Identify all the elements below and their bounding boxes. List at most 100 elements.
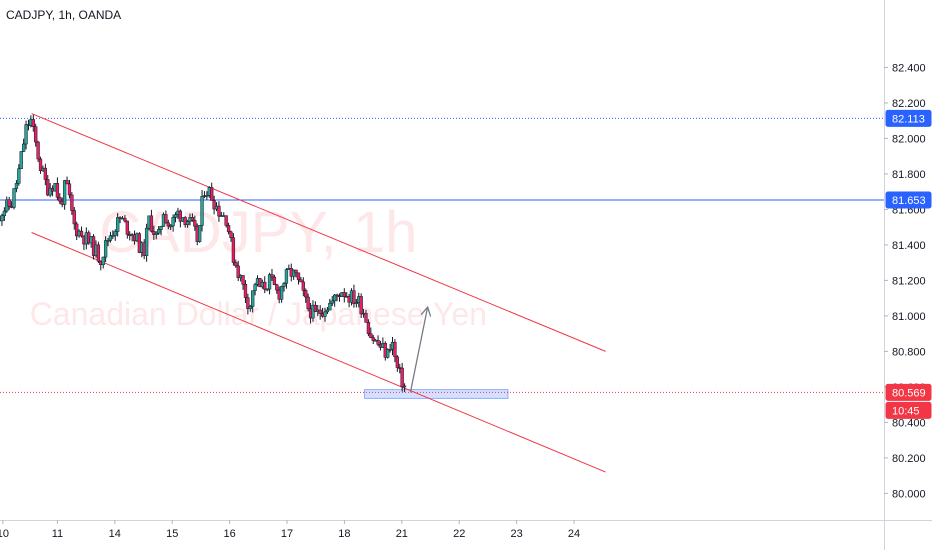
candle-148 (352, 290, 356, 304)
y-tick-label-1: 80.200 (892, 453, 926, 465)
candle-3 (2, 210, 7, 216)
candle-118 (279, 286, 284, 300)
candle-22 (48, 187, 52, 196)
candle-123 (292, 269, 296, 277)
candle-138 (328, 302, 332, 311)
candle-82 (193, 220, 197, 227)
candle-151 (359, 296, 363, 315)
candle-31 (70, 194, 74, 211)
candle-78 (183, 217, 187, 226)
candle-25 (55, 183, 60, 198)
candle-153 (364, 312, 368, 323)
candle-140 (333, 294, 337, 302)
level-label-0: 82.113 (892, 113, 925, 125)
candle-26 (58, 197, 62, 202)
candle-72 (169, 225, 173, 228)
candle-112 (265, 288, 269, 291)
candle-97 (229, 231, 233, 238)
x-tick-label-0: 10 (0, 528, 9, 540)
projection-arrow-head (420, 305, 432, 317)
candle-29 (65, 180, 69, 185)
candle-67 (157, 229, 161, 234)
x-tick-label-9: 23 (510, 528, 522, 540)
price-axis-panel (884, 0, 932, 550)
candle-106 (251, 290, 255, 307)
candle-10 (19, 151, 23, 169)
candle-66 (154, 232, 158, 235)
x-tick-label-2: 14 (109, 528, 121, 540)
countdown-label-box (885, 401, 932, 419)
candle-45 (103, 240, 108, 258)
candle-44 (101, 256, 105, 265)
candle-53 (123, 217, 127, 222)
y-tick-label-7: 81.400 (892, 240, 926, 252)
candle-104 (246, 297, 250, 309)
candle-18 (38, 158, 43, 171)
candle-71 (166, 222, 170, 227)
candle-102 (241, 275, 245, 285)
candle-20 (43, 167, 47, 180)
candle-144 (342, 292, 346, 297)
candle-124 (294, 269, 298, 274)
candle-100 (236, 265, 240, 279)
candle-114 (270, 274, 274, 278)
candle-115 (272, 276, 277, 285)
candle-168 (400, 367, 404, 388)
candle-134 (318, 309, 322, 314)
candle-2 (0, 215, 4, 222)
candle-139 (330, 300, 334, 304)
time-axis-panel (0, 520, 932, 550)
candle-107 (253, 284, 257, 291)
candle-169 (402, 385, 407, 388)
support-zone (364, 389, 509, 399)
candle-21 (46, 179, 50, 196)
candle-126 (299, 279, 303, 283)
watermark-subtitle: Canadian Dollar / Japanese Yen (30, 296, 487, 332)
candle-62 (144, 227, 149, 256)
x-tick-label-1: 11 (52, 528, 63, 540)
candle-5 (7, 199, 11, 207)
candle-28 (62, 180, 67, 205)
y-tick-label-4: 80.800 (892, 346, 926, 358)
candle-158 (376, 340, 380, 345)
candle-12 (24, 124, 28, 145)
candle-125 (296, 272, 301, 281)
candle-17 (36, 141, 40, 160)
candle-105 (248, 306, 252, 309)
candle-85 (200, 195, 204, 226)
y-tick-label-0: 80.000 (892, 488, 926, 500)
candle-128 (304, 290, 308, 298)
candle-54 (125, 220, 129, 235)
countdown-label: 10:45 (892, 405, 920, 417)
candle-149 (354, 302, 359, 304)
candle-73 (171, 217, 175, 227)
candle-33 (75, 223, 79, 237)
candle-155 (369, 333, 373, 338)
x-tick-label-5: 17 (281, 528, 293, 540)
y-tick-label-5: 81.000 (892, 311, 926, 323)
candle-70 (164, 214, 168, 224)
candle-76 (178, 210, 183, 222)
y-tick-label-11: 82.200 (892, 98, 926, 110)
channel-lower-line (31, 232, 606, 473)
candle-32 (72, 210, 76, 225)
candle-162 (386, 349, 390, 358)
candle-84 (197, 225, 202, 242)
candle-48 (111, 235, 115, 237)
x-tick-label-10: 24 (568, 528, 580, 540)
current-price-label: 80.569 (892, 387, 926, 399)
y-tick-label-12: 82.400 (892, 62, 926, 74)
candle-156 (371, 337, 375, 341)
candle-120 (284, 269, 289, 284)
candle-7 (12, 188, 16, 208)
symbol-title[interactable]: CADJPY, 1h, OANDA (6, 8, 122, 22)
candle-92 (217, 205, 221, 217)
candle-30 (67, 183, 72, 196)
candle-165 (393, 341, 397, 358)
candle-127 (301, 281, 305, 291)
y-tick-label-6: 81.200 (892, 275, 926, 287)
candle-89 (210, 187, 214, 201)
channel-upper-line (31, 113, 606, 352)
